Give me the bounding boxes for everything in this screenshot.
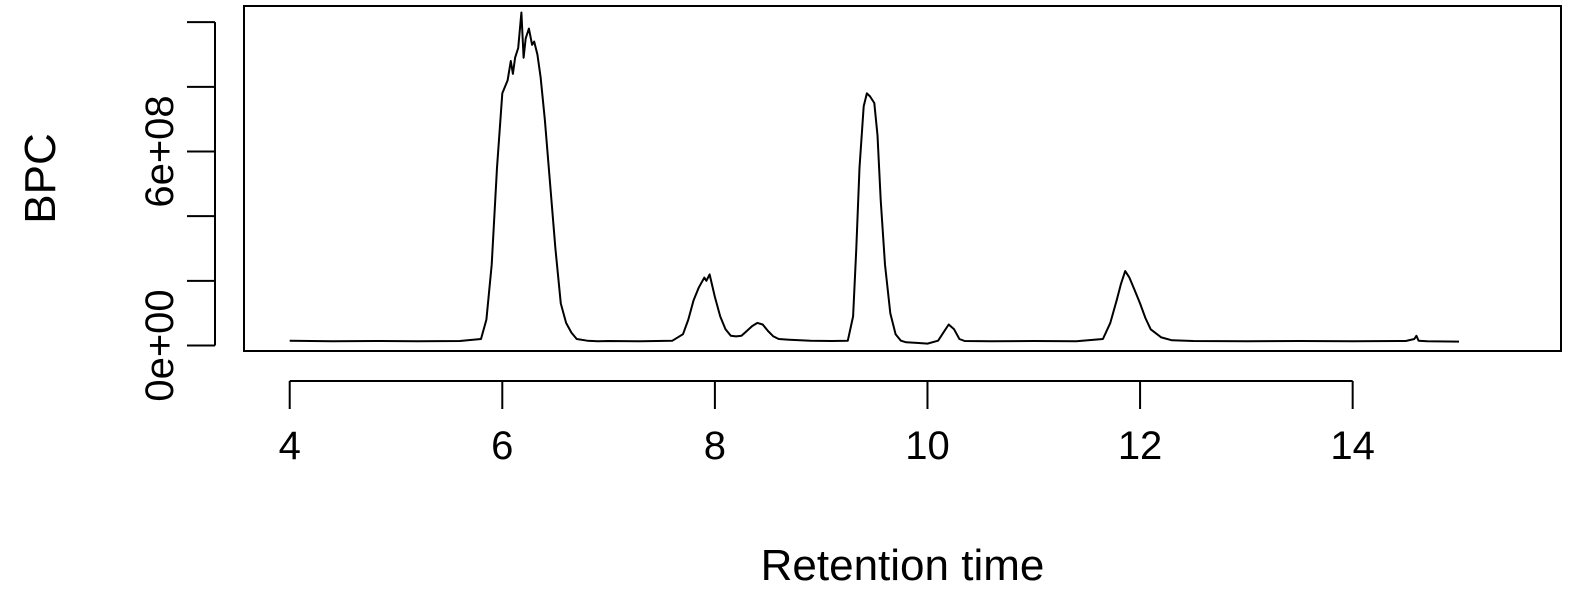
y-axis-title: BPC <box>16 133 65 223</box>
x-tick-label: 6 <box>491 424 513 468</box>
x-axis-title: Retention time <box>761 541 1045 590</box>
plot-frame <box>243 5 1562 352</box>
series-line <box>289 11 1460 345</box>
x-tick-label: 10 <box>905 424 950 468</box>
x-tick-label: 12 <box>1118 424 1163 468</box>
y-tick-label: 0e+00 <box>138 289 182 401</box>
x-tick-label: 14 <box>1330 424 1375 468</box>
x-tick-label: 8 <box>704 424 726 468</box>
y-tick-label: 6e+08 <box>138 95 182 207</box>
x-tick-label: 4 <box>279 424 301 468</box>
